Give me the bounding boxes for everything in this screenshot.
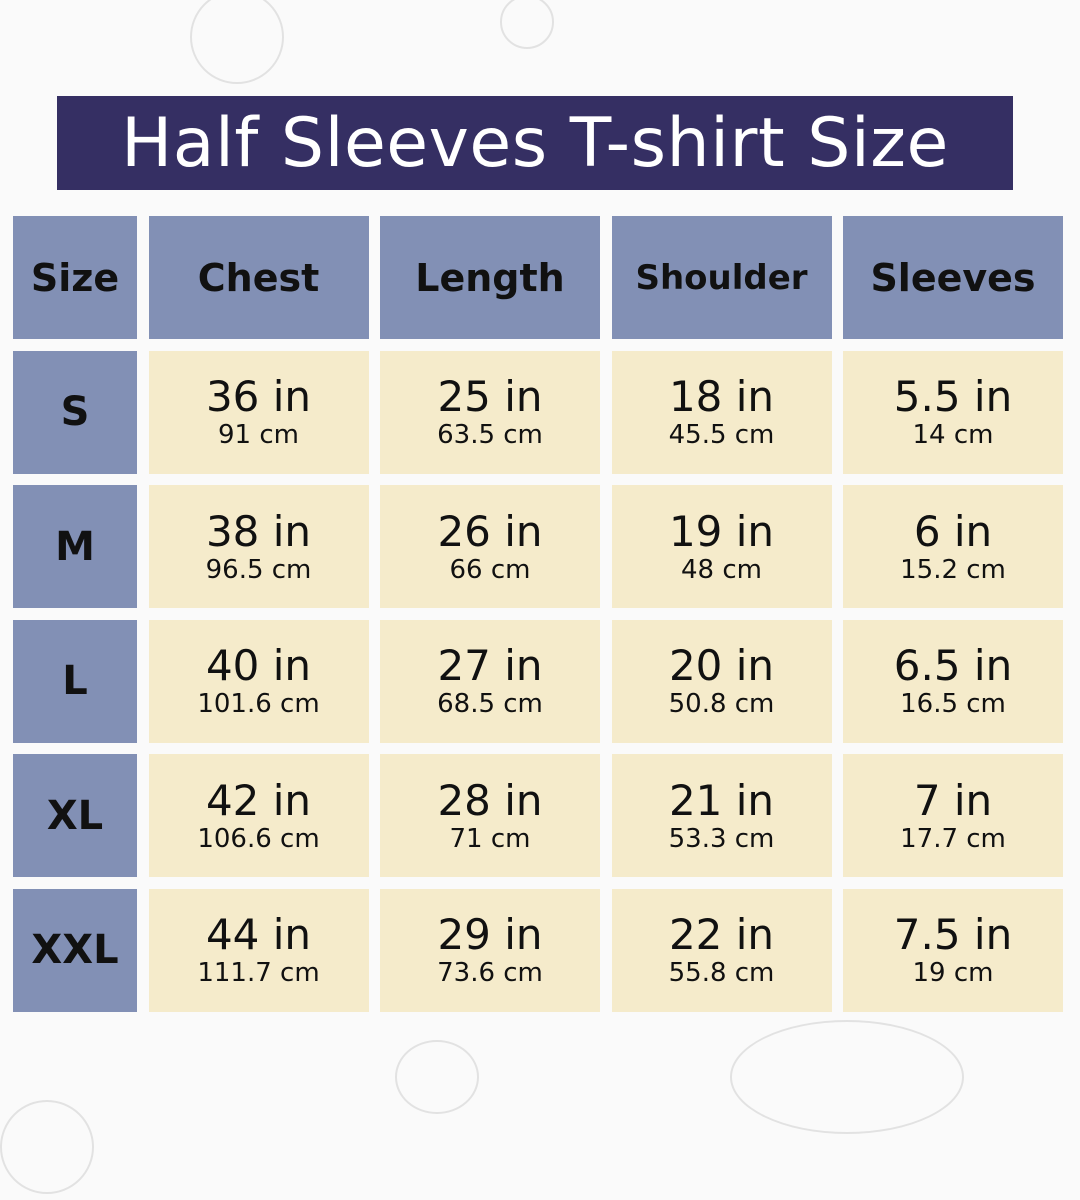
- cm-value: 96.5 cm: [205, 554, 312, 585]
- heart-yarn-doodle: [395, 1040, 479, 1114]
- inches-value: 21 in: [668, 775, 775, 825]
- header-length: Length: [380, 216, 600, 339]
- cm-value: 91 cm: [218, 420, 299, 450]
- inches-value: 44 in: [205, 910, 312, 959]
- measurement-cell: 25 in 63.5 cm: [380, 350, 600, 474]
- size-label: XXL: [13, 888, 137, 1012]
- button-doodle: [500, 0, 554, 49]
- measurement-cell: 40 in 101.6 cm: [148, 619, 369, 743]
- sheep-doodle: [730, 1020, 964, 1134]
- cm-value: 45.5 cm: [668, 420, 775, 450]
- measurement-cell: 21 in 53.3 cm: [611, 754, 832, 877]
- inches-value: 42 in: [205, 775, 312, 825]
- cm-value: 111.7 cm: [197, 958, 320, 988]
- measurement-cell: 20 in 50.8 cm: [611, 619, 832, 743]
- inches-value: 22 in: [668, 910, 775, 959]
- inches-value: 6.5 in: [893, 641, 1013, 690]
- size-label: S: [13, 350, 137, 474]
- cm-value: 48 cm: [681, 554, 762, 585]
- inches-value: 29 in: [437, 910, 543, 959]
- measurement-cell: 36 in 91 cm: [148, 350, 369, 474]
- measurement-cell: 5.5 in 14 cm: [843, 350, 1063, 474]
- header-sleeves: Sleeves: [843, 216, 1063, 339]
- inches-value: 19 in: [668, 506, 775, 556]
- measurement-cell: 27 in 68.5 cm: [380, 619, 600, 743]
- inches-value: 7.5 in: [893, 910, 1013, 959]
- cm-value: 101.6 cm: [197, 689, 320, 719]
- inches-value: 25 in: [437, 372, 543, 421]
- cm-value: 15.2 cm: [900, 554, 1006, 585]
- cm-value: 66 cm: [449, 554, 531, 585]
- inches-value: 6 in: [913, 506, 993, 556]
- cm-value: 73.6 cm: [437, 958, 543, 988]
- cm-value: 71 cm: [449, 823, 531, 854]
- measurement-cell: 6 in 15.2 cm: [843, 485, 1063, 608]
- measurement-cell: 44 in 111.7 cm: [148, 888, 369, 1012]
- inches-value: 20 in: [668, 641, 775, 690]
- inches-value: 28 in: [437, 775, 543, 825]
- cm-value: 106.6 cm: [197, 823, 320, 854]
- measurement-cell: 7 in 17.7 cm: [843, 754, 1063, 877]
- inches-value: 36 in: [205, 372, 312, 421]
- measurement-cell: 26 in 66 cm: [380, 485, 600, 608]
- cm-value: 14 cm: [912, 420, 994, 450]
- header-chest: Chest: [148, 216, 369, 339]
- yarn-ball-doodle: [0, 1100, 94, 1194]
- cm-value: 19 cm: [912, 958, 994, 988]
- cm-value: 17.7 cm: [900, 823, 1006, 854]
- cm-value: 55.8 cm: [668, 958, 775, 988]
- inches-value: 7 in: [913, 775, 993, 825]
- measurement-cell: 18 in 45.5 cm: [611, 350, 832, 474]
- size-label: L: [13, 619, 137, 743]
- measurement-cell: 28 in 71 cm: [380, 754, 600, 877]
- cm-value: 16.5 cm: [900, 689, 1006, 719]
- size-label: M: [13, 485, 137, 608]
- inches-value: 27 in: [437, 641, 543, 690]
- yarn-ball-doodle: [190, 0, 284, 84]
- cm-value: 68.5 cm: [437, 689, 543, 719]
- header-size: Size: [13, 216, 137, 339]
- page-title: Half Sleeves T-shirt Size: [57, 96, 1013, 190]
- measurement-cell: 7.5 in 19 cm: [843, 888, 1063, 1012]
- cm-value: 50.8 cm: [668, 689, 775, 719]
- measurement-cell: 19 in 48 cm: [611, 485, 832, 608]
- inches-value: 5.5 in: [893, 372, 1013, 421]
- size-table: Size Chest Length Shoulder Sleeves S 36 i…: [13, 216, 1063, 1012]
- measurement-cell: 42 in 106.6 cm: [148, 754, 369, 877]
- measurement-cell: 29 in 73.6 cm: [380, 888, 600, 1012]
- cm-value: 53.3 cm: [668, 823, 775, 854]
- cm-value: 63.5 cm: [437, 420, 543, 450]
- measurement-cell: 22 in 55.8 cm: [611, 888, 832, 1012]
- measurement-cell: 38 in 96.5 cm: [148, 485, 369, 608]
- inches-value: 26 in: [437, 506, 543, 556]
- inches-value: 40 in: [205, 641, 312, 690]
- measurement-cell: 6.5 in 16.5 cm: [843, 619, 1063, 743]
- inches-value: 18 in: [668, 372, 775, 421]
- size-label: XL: [13, 754, 137, 877]
- header-shoulder: Shoulder: [611, 216, 832, 339]
- inches-value: 38 in: [205, 506, 312, 556]
